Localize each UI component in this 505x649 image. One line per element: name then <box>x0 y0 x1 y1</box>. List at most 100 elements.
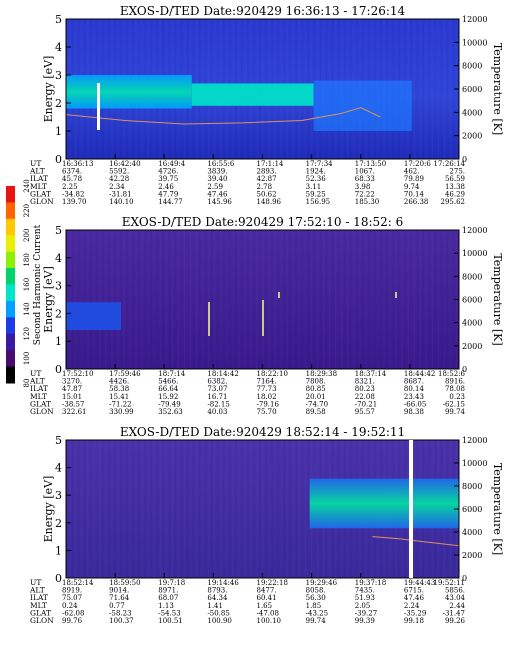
spectrogram-texture <box>241 440 243 578</box>
flux-band <box>309 478 459 529</box>
orbit-cell: 145.96 <box>207 198 232 206</box>
spectrogram-texture <box>117 440 119 578</box>
orbit-cell: 71.64 <box>109 594 130 602</box>
orbit-cell: 19:37:18 <box>355 579 386 587</box>
spectrogram-texture <box>144 440 146 578</box>
spectrogram-texture <box>413 230 415 369</box>
orbit-cell: 39.75 <box>158 175 178 183</box>
spectrogram-texture <box>371 230 373 369</box>
y2-axis-label: Temperature [K] <box>491 43 504 135</box>
spectrogram-texture <box>114 230 116 369</box>
orbit-cell: 1.13 <box>158 602 174 610</box>
spectrogram-texture <box>192 230 195 369</box>
colorbar-segment <box>6 186 15 203</box>
spectrogram-texture <box>313 230 316 369</box>
orbit-cell: 19:7:18 <box>158 579 185 587</box>
orbit-cell: 20.01 <box>306 393 326 401</box>
orbit-cell: 2.59 <box>207 183 223 191</box>
spectrogram-texture <box>229 440 231 578</box>
spectrogram-texture <box>208 230 210 369</box>
colorbar-segment <box>6 202 15 220</box>
data-spike <box>278 292 280 298</box>
spectrogram-texture <box>138 440 140 578</box>
spectrogram-texture <box>195 440 198 578</box>
orbit-cell: 68.33 <box>355 175 375 183</box>
spectrogram-texture <box>452 19 455 159</box>
spectrogram-texture <box>431 230 433 369</box>
spectrogram-texture <box>223 230 225 369</box>
spectrogram-texture <box>329 230 331 369</box>
spectrogram-texture <box>307 230 310 369</box>
orbit-cell: 17:26:14 <box>434 160 466 168</box>
orbit-cell: 66.64 <box>158 385 179 393</box>
spectrogram-texture <box>183 230 186 369</box>
orbit-cell: 18.02 <box>257 393 277 401</box>
spectrogram-texture <box>141 440 143 578</box>
spectrogram-texture <box>304 230 307 369</box>
orbit-cell: -79.49 <box>158 400 180 408</box>
spectrogram-texture <box>244 230 246 369</box>
orbit-cell: -47.08 <box>257 609 279 617</box>
spectrogram-texture <box>180 440 183 578</box>
orbit-cell: 148.96 <box>257 198 282 206</box>
spectrogram-texture <box>223 440 225 578</box>
colorbar-tick-label: 220 <box>23 204 31 217</box>
spectrogram-texture <box>422 19 424 159</box>
spectrogram-texture <box>102 230 104 369</box>
orbit-cell: 42.87 <box>257 175 277 183</box>
orbit-cell: 3270. <box>62 378 82 386</box>
spectrogram-texture <box>135 230 137 369</box>
orbit-cell: 8321. <box>355 378 375 386</box>
spectrogram-texture <box>202 230 204 369</box>
spectrogram-texture <box>383 230 385 369</box>
spectrogram-texture <box>186 440 189 578</box>
spectrogram-texture <box>186 230 189 369</box>
orbit-cell: 80.23 <box>355 385 375 393</box>
orbit-cell: 352.63 <box>158 408 183 416</box>
orbit-cell: 100.90 <box>207 617 232 625</box>
spectrogram-texture <box>120 440 122 578</box>
orbit-cell: 3.11 <box>306 183 322 191</box>
y2-axis-label: Temperature [K] <box>491 253 504 345</box>
orbit-cell: 18:22:10 <box>257 370 288 378</box>
spectrogram-texture <box>298 230 300 369</box>
spectrogram-texture <box>132 440 134 578</box>
spectrogram-texture <box>232 230 234 369</box>
y2-tick-label: 6000 <box>462 296 482 305</box>
spectrogram-texture <box>162 230 164 369</box>
spectrogram-texture <box>69 440 71 578</box>
spectrogram-texture <box>274 230 276 369</box>
spectrogram-texture <box>250 440 252 578</box>
orbit-cell: 47.46 <box>207 190 228 198</box>
orbit-cell: 3839. <box>207 168 227 176</box>
data-spike <box>409 440 413 578</box>
y2-tick-label: 12000 <box>462 226 487 235</box>
spectrogram-texture <box>271 440 273 578</box>
orbit-cell: 79.89 <box>404 175 424 183</box>
spectrogram-texture <box>141 230 143 369</box>
orbit-cell: 46.29 <box>445 190 465 198</box>
panel-title: EXOS-D/TED Date:920429 16:36:13 - 17:26:… <box>120 4 406 18</box>
y-tick-label: 5 <box>55 224 62 237</box>
spectrogram-texture <box>395 230 397 369</box>
spectrogram-texture <box>120 230 122 369</box>
flux-band <box>66 302 122 331</box>
spectrogram-texture <box>111 440 113 578</box>
orbit-cell: 2.05 <box>355 602 371 610</box>
orbit-cell: 58.38 <box>109 385 129 393</box>
orbit-row-label: MLT <box>30 601 47 610</box>
orbit-row-label: UT <box>30 578 41 587</box>
spectrogram-texture <box>235 230 237 369</box>
spectrogram-texture <box>386 230 388 369</box>
orbit-cell: 1924. <box>306 168 326 176</box>
spectrogram-texture <box>404 230 406 369</box>
spectrogram-texture <box>398 230 400 369</box>
spectrogram-texture <box>392 230 394 369</box>
colorbar-segment <box>6 317 15 335</box>
orbit-cell: 322.61 <box>62 408 87 416</box>
orbit-cell: 1.85 <box>306 602 322 610</box>
orbit-cell: 100.37 <box>109 617 134 625</box>
spectrogram-texture <box>350 230 352 369</box>
panels: EXOS-D/TED Date:920429 16:36:13 - 17:26:… <box>29 4 504 625</box>
